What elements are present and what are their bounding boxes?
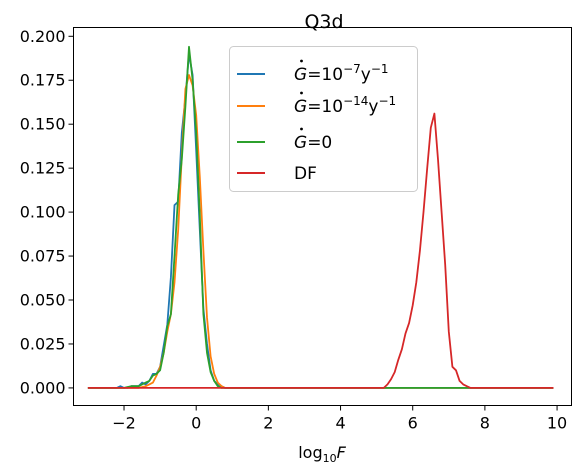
series-line-3: [87, 112, 554, 389]
y-axis: 0.000 0.025 0.050 0.075 0.100 0.125 0.150 0.175…: [20, 27, 74, 397]
y-tick-label: 0.000: [20, 378, 66, 397]
legend-box: [229, 46, 418, 192]
legend-label-3: DF: [294, 164, 317, 184]
x-tick-label: 8: [480, 414, 490, 433]
legend-label-2: G=0: [294, 133, 332, 153]
legend-label-0: G=10−7y−1: [294, 62, 389, 85]
x-tick-label: 6: [408, 414, 418, 433]
y-tick-label: 0.050: [20, 291, 66, 310]
g-dot-icon: [300, 91, 303, 95]
y-tick-label: 0.175: [20, 71, 66, 90]
x-tick-label: 2: [263, 414, 273, 433]
g-dot-icon: [300, 127, 303, 131]
legend-label-1: G=10−14y−1: [294, 94, 396, 117]
y-tick-label: 0.075: [20, 247, 66, 266]
x-tick-label: 4: [335, 414, 345, 433]
x-axis: −2 0 2 4 6 8 10: [112, 405, 567, 433]
g-dot-icon: [300, 59, 303, 63]
legend: G=10−7y−1 G=10−14y−1 G=0 DF: [229, 46, 418, 192]
x-tick-label: 0: [191, 414, 201, 433]
y-tick-label: 0.150: [20, 115, 66, 134]
chart-title: Q3d: [304, 11, 343, 33]
x-tick-label: 10: [547, 414, 567, 433]
x-tick-label: −2: [112, 414, 136, 433]
plot-lines: [87, 45, 554, 389]
y-tick-label: 0.125: [20, 159, 66, 178]
plot-frame: [73, 27, 572, 406]
y-tick-label: 0.025: [20, 334, 66, 353]
y-tick-label: 0.200: [20, 27, 66, 46]
y-tick-label: 0.100: [20, 203, 66, 222]
x-axis-label: log10F: [298, 443, 346, 465]
